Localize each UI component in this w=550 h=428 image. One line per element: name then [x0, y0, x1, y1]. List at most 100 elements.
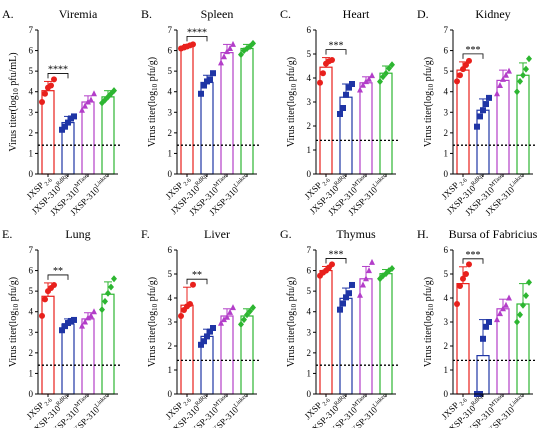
panel-title: Heart [343, 7, 370, 21]
bar [379, 72, 393, 175]
data-point [386, 64, 392, 72]
bar [359, 82, 373, 175]
data-point [463, 271, 469, 277]
data-point [346, 290, 352, 297]
bar [319, 269, 333, 395]
x-tick-label-sub: 2-6 [43, 398, 54, 409]
y-tick-label: 2 [444, 128, 449, 138]
data-point [514, 318, 520, 326]
y-axis-label-base: 10 [151, 303, 159, 311]
y-tick-label: 5 [168, 66, 173, 76]
data-point [457, 283, 463, 289]
y-axis-label-unit: pfu/mL) [8, 52, 19, 88]
bar [81, 101, 95, 175]
data-point [85, 98, 91, 105]
data-point [82, 318, 88, 325]
x-tick-label-sup: RdRp [470, 173, 484, 187]
data-point [506, 67, 512, 74]
x-tick-label-sup: RdRp [194, 393, 208, 407]
data-point [383, 69, 389, 77]
panel-title: Lung [65, 227, 90, 241]
data-point [363, 275, 369, 282]
y-axis-label-unit: pfu/g) [8, 277, 19, 304]
y-axis-label-base: 10 [290, 83, 298, 91]
y-axis-label-main: Virus titer(log [147, 91, 158, 147]
x-tick-label-sub: 2-6 [43, 178, 54, 189]
data-point [466, 57, 472, 64]
y-tick-label: 3 [168, 317, 173, 327]
data-point [340, 300, 346, 307]
data-point [457, 72, 463, 79]
x-tick-label-sup: Linker [233, 393, 249, 409]
data-point [454, 78, 460, 85]
bar [476, 109, 490, 175]
data-point [190, 281, 196, 288]
significance-bracket [186, 278, 208, 285]
bar [180, 45, 194, 175]
data-point [360, 81, 366, 88]
data-point [178, 313, 184, 319]
y-axis-label-unit: pfu/g) [147, 277, 158, 304]
data-point [62, 123, 68, 130]
data-point [514, 88, 520, 96]
data-point [221, 316, 227, 323]
panel-letter: H. [417, 227, 429, 241]
data-point [463, 61, 469, 68]
y-tick-label: 1 [307, 145, 312, 155]
panel-c: C. Heart *** 0 1 2 3 4 5 6 Virus titer(log10 pfu/g… [280, 7, 400, 218]
data-point [201, 338, 207, 345]
y-tick-label: 2 [29, 348, 34, 358]
y-axis-label: Virus titer(log10 pfu/g) [423, 277, 435, 367]
y-tick-label: 1 [444, 148, 449, 158]
bar [41, 295, 55, 395]
y-tick-label: 0 [444, 169, 449, 179]
data-point [238, 320, 244, 328]
data-point [320, 70, 326, 77]
data-point [244, 311, 250, 319]
data-point [79, 106, 85, 113]
y-tick-label: 7 [307, 245, 312, 255]
y-tick-label: 7 [29, 245, 34, 255]
significance-label: *** [329, 41, 344, 52]
x-tick-label-sup: Linker [509, 393, 525, 409]
x-tick-label-sup: MTase [489, 393, 505, 409]
data-point [218, 59, 224, 66]
y-tick-label: 6 [29, 46, 34, 56]
y-axis-label: Virus titer(log10 pfu/g) [423, 57, 435, 147]
data-point [187, 301, 193, 307]
data-point [506, 294, 512, 301]
data-point [71, 316, 77, 323]
significance-label: *** [466, 45, 481, 56]
data-point [88, 312, 94, 319]
data-point [369, 72, 375, 79]
bar [339, 297, 353, 395]
panel-letter: A. [2, 7, 14, 21]
y-axis-label-main: Virus titer(log [8, 311, 19, 367]
data-point [357, 86, 363, 93]
data-point [317, 79, 323, 86]
x-tick-label-sub: 2-6 [458, 398, 469, 409]
significance-bracket [47, 73, 69, 79]
y-tick-label: 1 [29, 368, 34, 378]
y-axis-label: Virus titer(log10 pfu/g) [147, 277, 159, 367]
y-axis-label-base: 10 [427, 83, 435, 91]
data-point [108, 283, 114, 291]
x-tick-label-sup: MTase [489, 173, 505, 189]
data-point [389, 265, 395, 273]
data-point [105, 289, 111, 297]
data-point [523, 292, 529, 300]
data-point [337, 111, 343, 117]
data-point [198, 90, 204, 97]
data-point [343, 91, 349, 98]
y-axis-label-base: 10 [427, 303, 435, 311]
x-tick-label-sub: 2-6 [458, 178, 469, 189]
data-point [82, 102, 88, 109]
y-axis-label-main: Virus titer(log [423, 311, 434, 367]
panel-e: E. Lung ** 0 1 2 3 4 5 6 7 Virus titer(log10 pfu/g)… [2, 227, 122, 428]
data-point [51, 281, 57, 288]
x-tick-label-sub: 2-6 [321, 178, 332, 189]
data-point [71, 113, 77, 120]
bar [220, 52, 234, 175]
panel-title: Liver [204, 227, 230, 241]
x-tick-label-sup: RdRp [194, 173, 208, 187]
